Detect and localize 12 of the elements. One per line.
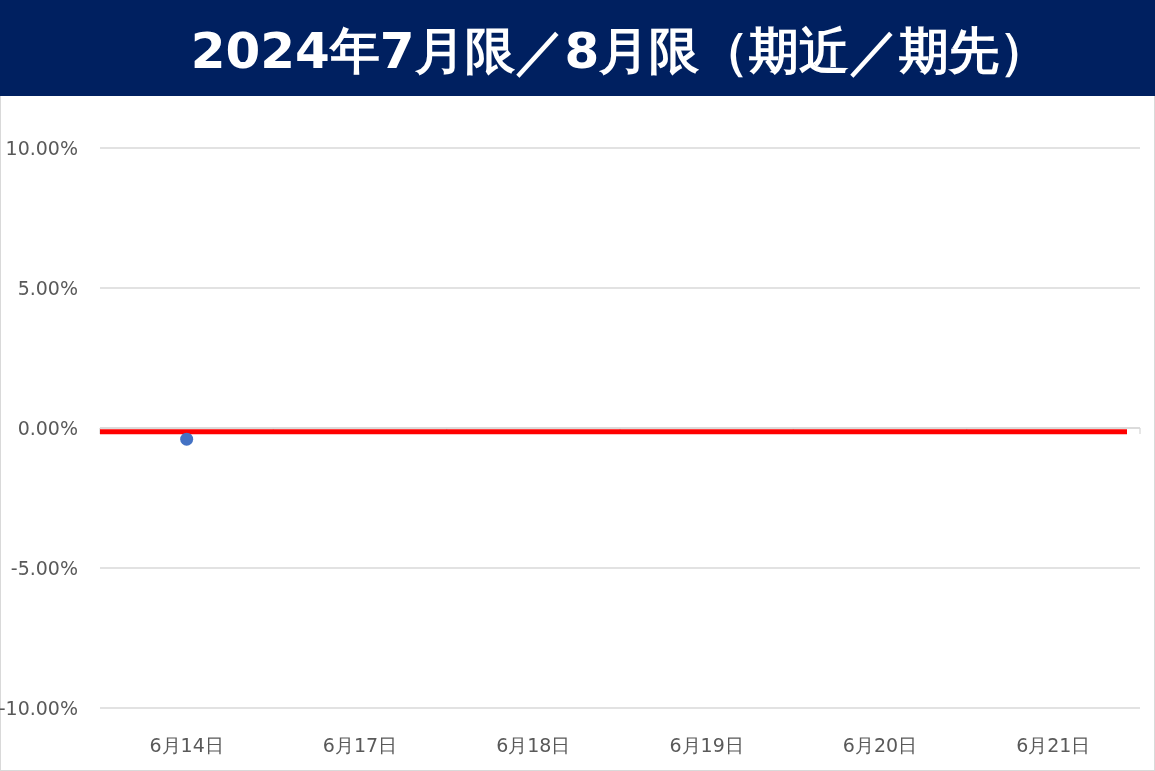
- y-tick-label: 10.00%: [5, 137, 78, 159]
- x-tick-label: 6月14日: [149, 734, 224, 756]
- x-tick-label: 6月20日: [842, 734, 918, 756]
- x-tick-label: 6月21日: [1016, 734, 1091, 756]
- x-tick-label: 6月17日: [322, 734, 398, 756]
- y-tick-label: -5.00%: [10, 557, 78, 579]
- chart-title: 2024年7月限／8月限（期近／期先）: [190, 22, 1050, 80]
- y-tick-label: -10.00%: [0, 697, 78, 719]
- x-tick-label: 6月19日: [669, 734, 744, 756]
- y-tick-label: 5.00%: [17, 277, 78, 299]
- x-tick-label: 6月18日: [496, 734, 571, 756]
- y-tick-label: 0.00%: [17, 417, 78, 439]
